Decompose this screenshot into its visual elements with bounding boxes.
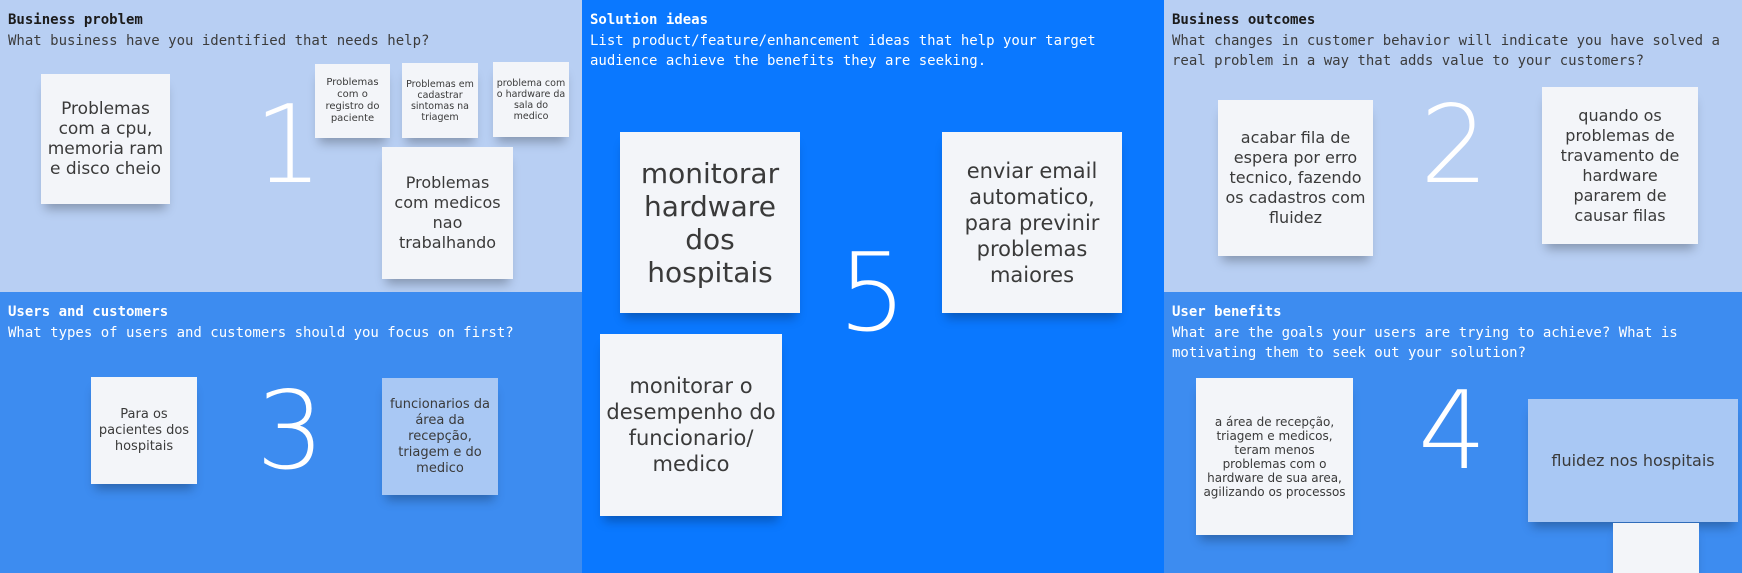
- section-number: 1: [254, 83, 323, 208]
- panel-description: What business have you identified that n…: [8, 33, 430, 49]
- sticky-note[interactable]: acabar fila de espera por erro tecnico, …: [1218, 100, 1373, 256]
- sticky-note[interactable]: problema com o hardware da sala do medic…: [493, 62, 569, 137]
- panel-users-customers: Users and customers What types of users …: [0, 292, 582, 573]
- note-text: Para os pacientes dos hospitais: [98, 406, 190, 454]
- sticky-note[interactable]: fluidez nos hospitais: [1528, 399, 1738, 522]
- note-text: acabar fila de espera por erro tecnico, …: [1225, 128, 1366, 227]
- note-text: Problemas com o registro do paciente: [325, 77, 380, 124]
- panel-title: User benefits: [1172, 304, 1282, 320]
- panel-description: What types of users and customers should…: [8, 325, 514, 341]
- note-text: Problemas em cadastrar sintomas na triag…: [406, 78, 474, 123]
- sticky-note[interactable]: Problemas com medicos nao trabalhando: [382, 147, 513, 279]
- panel-description: What changes in customer behavior will i…: [1172, 33, 1720, 69]
- note-text: Problemas com a cpu, memoria ram e disco…: [47, 99, 164, 179]
- note-text: funcionarios da área da recepção, triage…: [389, 396, 490, 476]
- sticky-note[interactable]: enviar email automatico, para previnir p…: [942, 132, 1122, 313]
- note-text: fluidez nos hospitais: [1551, 450, 1715, 470]
- sticky-note[interactable]: Para os pacientes dos hospitais: [91, 377, 197, 484]
- sticky-note[interactable]: a área de recepção, triagem e medicos, t…: [1196, 378, 1353, 535]
- note-text: Problemas com medicos nao trabalhando: [394, 173, 501, 252]
- note-text: monitorar hardware dos hospitais: [640, 156, 780, 289]
- sticky-note[interactable]: Problemas com a cpu, memoria ram e disco…: [41, 74, 170, 204]
- note-text: problema com o hardware da sala do medic…: [496, 77, 566, 122]
- panel-description: What are the goals your users are trying…: [1172, 325, 1678, 361]
- panel-title: Business outcomes: [1172, 12, 1316, 28]
- section-number: 3: [256, 369, 325, 494]
- sticky-note[interactable]: [1613, 523, 1699, 573]
- sticky-note[interactable]: funcionarios da área da recepção, triage…: [382, 378, 498, 495]
- sticky-note[interactable]: quando os problemas de travamento de har…: [1542, 87, 1698, 244]
- section-number: 4: [1418, 369, 1487, 494]
- panel-title: Users and customers: [8, 304, 169, 320]
- note-text: quando os problemas de travamento de har…: [1560, 105, 1680, 225]
- panel-description: List product/feature/enhancement ideas t…: [590, 33, 1096, 69]
- section-number: 2: [1420, 83, 1489, 208]
- sticky-note[interactable]: monitorar hardware dos hospitais: [620, 132, 800, 313]
- note-text: monitorar o desempenho do funcionario/ m…: [606, 374, 776, 476]
- note-text: enviar email automatico, para previnir p…: [964, 158, 1100, 287]
- panel-title: Solution ideas: [590, 12, 709, 28]
- panel-title: Business problem: [8, 12, 143, 28]
- note-text: a área de recepção, triagem e medicos, t…: [1203, 414, 1346, 499]
- panel-solution-ideas: Solution ideas List product/feature/enha…: [582, 0, 1164, 573]
- sticky-note[interactable]: monitorar o desempenho do funcionario/ m…: [600, 334, 782, 516]
- sticky-note[interactable]: Problemas com o registro do paciente: [315, 64, 390, 138]
- sticky-note[interactable]: Problemas em cadastrar sintomas na triag…: [402, 63, 478, 138]
- section-number: 5: [838, 231, 907, 356]
- panel-business-outcomes: Business outcomes What changes in custom…: [1164, 0, 1742, 292]
- panel-user-benefits: User benefits What are the goals your us…: [1164, 292, 1742, 573]
- panel-business-problem: Business problem What business have you …: [0, 0, 582, 292]
